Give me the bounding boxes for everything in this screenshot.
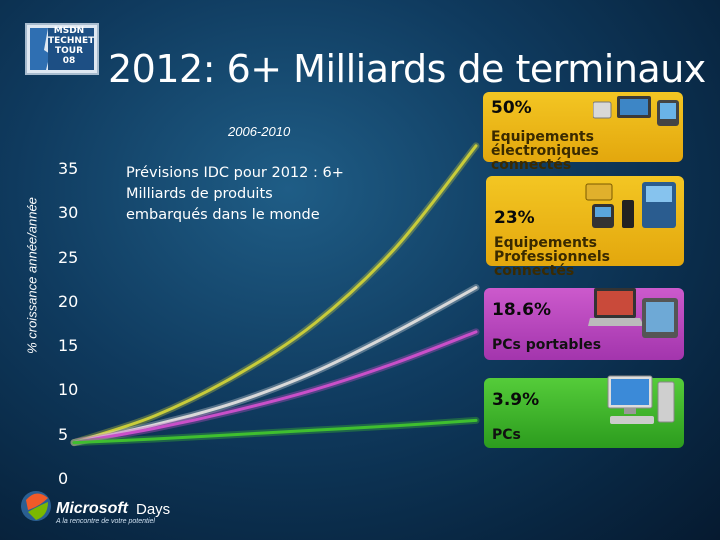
desktop-pc-icon [607,375,675,424]
card-label: Equipements Professionnels connectés [494,235,611,279]
page-title: 2012: 6+ Milliards de terminaux [108,47,706,92]
microsoft-days-logo [21,491,51,521]
y-tick-label: 25 [58,247,79,267]
y-tick-label: 5 [58,424,69,444]
y-tick-label: 20 [58,291,79,311]
series-line-1 [72,144,478,445]
card-laptops: 18.6% PCs portables [484,288,684,360]
card-label: PCs [492,427,521,443]
y-tick-label: 10 [58,380,79,400]
y-tick-label: 30 [58,203,79,223]
series-line-4 [72,418,478,445]
y-tick-label: 0 [58,469,69,488]
series-line-glow [70,284,480,447]
devices-icon [593,96,679,126]
msdn-technet-logo [25,23,99,75]
brand-tagline: A la rencontre de votre potentiel [56,518,155,525]
card-pct: 23% [494,208,535,228]
professional-devices-icon [585,182,676,228]
card-pcs: 3.9% PCs [484,375,684,448]
brand-name: Microsoft [56,500,128,517]
card-pct: 18.6% [492,300,551,320]
chart-title: 2006-2010 [228,124,291,139]
logo-text: MSDN TECHNET TOUR 08 [48,26,95,66]
card-professional-devices: 23% Equipements Professionnels connectés [486,176,684,278]
card-label: Equipements électroniques connectés [491,129,599,173]
y-tick-label: 35 [58,159,79,178]
card-connected-electronics: 50% Equipements électroniques connectés [483,92,683,172]
card-pct: 3.9% [492,390,540,410]
series-line-3 [72,330,478,445]
brand-days: Days [136,501,171,518]
laptop-icon [588,288,678,338]
card-label: PCs portables [492,337,602,353]
series-line-2 [72,286,478,445]
card-pct: 50% [491,98,532,118]
y-tick-label: 15 [58,336,79,356]
forecast-note: Prévisions IDC pour 2012 : 6+ Milliards … [126,165,344,223]
